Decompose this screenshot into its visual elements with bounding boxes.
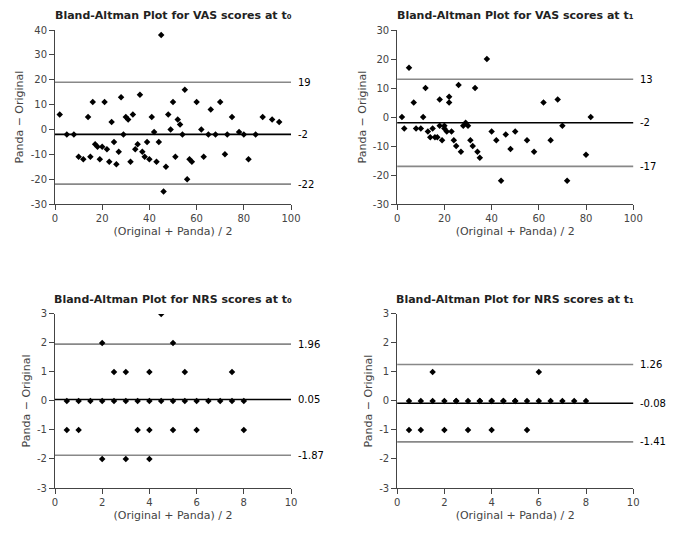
svg-text:Bland-Altman Plot for NRS scor: Bland-Altman Plot for NRS scores at t₁ bbox=[396, 293, 634, 306]
svg-text:Panda − Original: Panda − Original bbox=[356, 71, 369, 164]
svg-text:-10: -10 bbox=[31, 149, 47, 160]
svg-text:-2: -2 bbox=[37, 453, 47, 464]
svg-text:0: 0 bbox=[394, 497, 400, 508]
svg-text:8: 8 bbox=[241, 497, 247, 508]
svg-text:-10: -10 bbox=[373, 141, 389, 152]
svg-text:-30: -30 bbox=[31, 199, 47, 210]
svg-text:20: 20 bbox=[376, 54, 389, 65]
svg-text:-1: -1 bbox=[37, 424, 47, 435]
svg-text:-0.08: -0.08 bbox=[640, 398, 666, 409]
svg-text:-20: -20 bbox=[373, 170, 389, 181]
svg-text:-1.41: -1.41 bbox=[640, 436, 666, 447]
svg-text:3: 3 bbox=[383, 308, 389, 319]
svg-text:80: 80 bbox=[237, 213, 250, 224]
svg-text:-2: -2 bbox=[379, 453, 389, 464]
svg-text:-17: -17 bbox=[640, 161, 656, 172]
svg-text:40: 40 bbox=[34, 25, 47, 36]
svg-text:(Original + Panda) / 2: (Original + Panda) / 2 bbox=[456, 509, 575, 522]
svg-text:Bland-Altman Plot for VAS scor: Bland-Altman Plot for VAS scores at t₁ bbox=[397, 9, 634, 22]
svg-text:Bland-Altman Plot for NRS scor: Bland-Altman Plot for NRS scores at t₀ bbox=[54, 293, 292, 306]
svg-text:-20: -20 bbox=[31, 174, 47, 185]
svg-text:30: 30 bbox=[376, 25, 389, 36]
svg-text:0: 0 bbox=[41, 395, 47, 406]
svg-text:20: 20 bbox=[438, 213, 451, 224]
svg-text:0: 0 bbox=[383, 112, 389, 123]
svg-text:0: 0 bbox=[383, 395, 389, 406]
svg-text:2: 2 bbox=[41, 337, 47, 348]
svg-text:1.96: 1.96 bbox=[298, 339, 320, 350]
svg-text:6: 6 bbox=[193, 497, 199, 508]
svg-text:2: 2 bbox=[441, 497, 447, 508]
svg-text:-2: -2 bbox=[640, 117, 650, 128]
svg-text:6: 6 bbox=[536, 497, 542, 508]
svg-text:4: 4 bbox=[488, 497, 494, 508]
svg-text:Panda − Original: Panda − Original bbox=[362, 355, 375, 448]
svg-text:-2: -2 bbox=[298, 129, 308, 140]
svg-text:20: 20 bbox=[34, 74, 47, 85]
svg-text:20: 20 bbox=[96, 213, 109, 224]
svg-text:Panda − Original: Panda − Original bbox=[13, 71, 26, 164]
svg-text:100: 100 bbox=[281, 213, 300, 224]
svg-text:30: 30 bbox=[34, 49, 47, 60]
svg-text:10: 10 bbox=[34, 99, 47, 110]
svg-text:4: 4 bbox=[146, 497, 152, 508]
svg-text:80: 80 bbox=[580, 213, 593, 224]
svg-text:60: 60 bbox=[190, 213, 203, 224]
svg-text:0: 0 bbox=[41, 124, 47, 135]
svg-text:8: 8 bbox=[583, 497, 589, 508]
svg-text:40: 40 bbox=[485, 213, 498, 224]
svg-text:-1.87: -1.87 bbox=[298, 450, 324, 461]
svg-text:0: 0 bbox=[394, 213, 400, 224]
svg-text:0.05: 0.05 bbox=[298, 394, 320, 405]
svg-text:0: 0 bbox=[52, 497, 58, 508]
svg-text:1: 1 bbox=[383, 366, 389, 377]
svg-text:Bland-Altman Plot for VAS scor: Bland-Altman Plot for VAS scores at t₀ bbox=[55, 9, 292, 22]
svg-text:-1: -1 bbox=[379, 424, 389, 435]
svg-text:2: 2 bbox=[383, 337, 389, 348]
svg-text:-3: -3 bbox=[379, 483, 389, 494]
svg-text:40: 40 bbox=[143, 213, 156, 224]
svg-text:10: 10 bbox=[627, 497, 640, 508]
svg-text:-30: -30 bbox=[373, 199, 389, 210]
svg-text:-3: -3 bbox=[37, 483, 47, 494]
svg-text:100: 100 bbox=[624, 213, 643, 224]
svg-text:1.26: 1.26 bbox=[640, 359, 662, 370]
svg-text:13: 13 bbox=[640, 74, 653, 85]
svg-text:0: 0 bbox=[52, 213, 58, 224]
svg-text:(Original + Panda) / 2: (Original + Panda) / 2 bbox=[456, 225, 575, 238]
svg-text:1: 1 bbox=[41, 366, 47, 377]
svg-text:60: 60 bbox=[532, 213, 545, 224]
svg-text:19: 19 bbox=[298, 77, 311, 88]
svg-text:(Original + Panda) / 2: (Original + Panda) / 2 bbox=[113, 225, 232, 238]
svg-text:-22: -22 bbox=[298, 179, 314, 190]
svg-text:2: 2 bbox=[99, 497, 105, 508]
svg-text:10: 10 bbox=[376, 83, 389, 94]
svg-text:(Original + Panda) / 2: (Original + Panda) / 2 bbox=[113, 509, 232, 522]
svg-text:3: 3 bbox=[41, 308, 47, 319]
svg-text:10: 10 bbox=[285, 497, 298, 508]
svg-text:Panda − Original: Panda − Original bbox=[20, 355, 33, 448]
